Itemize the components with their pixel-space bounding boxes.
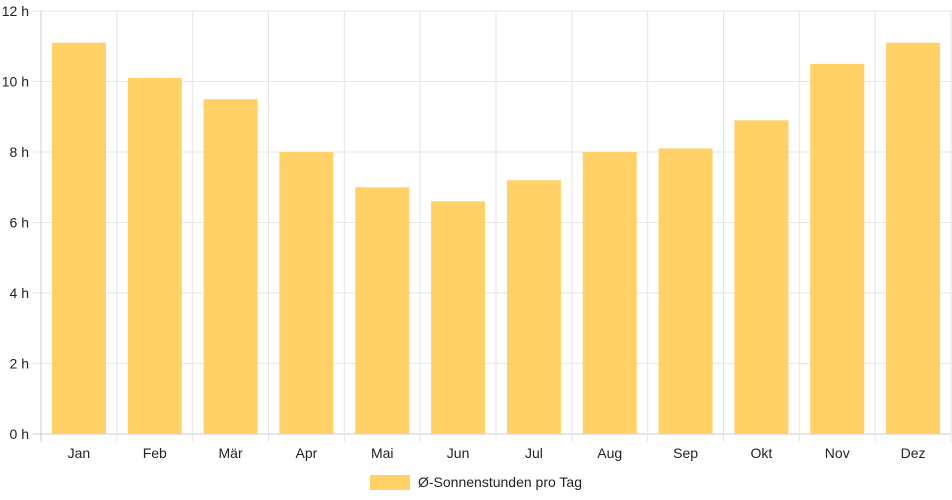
y-tick-label: 0 h [10, 426, 29, 442]
bar-jul [506, 180, 561, 434]
legend[interactable]: Ø-Sonnenstunden pro Tag [370, 472, 582, 492]
x-tick-label: Aug [597, 445, 622, 461]
bar-nov [810, 63, 865, 434]
axes: 0 h 2 h 4 h 6 h 8 h 10 h 12 h Jan Feb Mär Apr Mai Ju… [2, 3, 926, 461]
x-tick-label: Feb [143, 445, 167, 461]
x-tick-label: Okt [751, 445, 773, 461]
x-tick-label: Jan [68, 445, 91, 461]
bar-sep [658, 148, 713, 434]
grid-lines [33, 10, 952, 442]
bar-dez [886, 42, 941, 434]
y-tick-label: 2 h [10, 356, 29, 372]
y-tick-label: 6 h [10, 215, 29, 231]
legend-swatch [370, 474, 410, 490]
bar-mai [355, 187, 410, 434]
bars [51, 42, 941, 435]
y-tick-label: 8 h [10, 144, 29, 160]
x-tick-label: Mär [219, 445, 243, 461]
bar-jun [431, 201, 486, 434]
y-tick-label: 4 h [10, 285, 29, 301]
bar-feb [127, 77, 182, 434]
bar-chart: 0 h 2 h 4 h 6 h 8 h 10 h 12 h Jan Feb Mär Apr Mai Ju… [2, 3, 952, 461]
bar-jan [51, 42, 106, 434]
x-tick-label: Jul [525, 445, 543, 461]
bar-okt [734, 120, 789, 435]
y-tick-label: 10 h [2, 74, 29, 90]
x-tick-label: Mai [371, 445, 394, 461]
bar-apr [279, 152, 334, 434]
legend-label: Ø-Sonnenstunden pro Tag [418, 474, 582, 490]
y-tick-label: 12 h [2, 3, 29, 19]
x-tick-label: Sep [673, 445, 698, 461]
x-tick-label: Jun [447, 445, 470, 461]
x-tick-label: Dez [901, 445, 926, 461]
x-tick-label: Apr [296, 445, 318, 461]
bar-mär [203, 99, 258, 434]
x-tick-label: Nov [825, 445, 850, 461]
bar-aug [582, 152, 637, 434]
